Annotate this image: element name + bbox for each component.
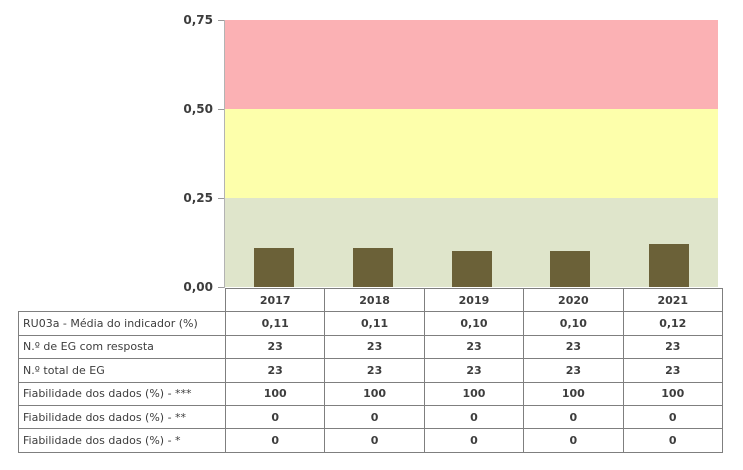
table-cell: 23 [423,358,525,383]
table-row-label: Fiabilidade dos dados (%) - ** [18,404,226,430]
y-axis-tick-mark [218,20,224,21]
table-cell: 0,10 [523,311,624,336]
table-cell: 23 [324,334,425,360]
y-axis-tick-mark [218,198,224,199]
table-cell: 100 [423,381,525,406]
table-row: Fiabilidade dos dados (%) - ** 0 0 0 0 0 [18,404,723,430]
table-cell: 0 [423,404,525,430]
y-axis-tick-mark [218,287,224,288]
bar-2021 [648,244,689,287]
y-axis-tick-label: 0,50 [183,102,213,116]
table-row: Fiabilidade dos dados (%) - * 0 0 0 0 0 [18,428,723,453]
table-header-year: 2018 [324,287,425,313]
table-cell: 0 [224,428,326,453]
bar-2017 [254,247,295,287]
table-cell: 0 [523,428,624,453]
y-axis-tick-label: 0,25 [183,191,213,205]
table-cell: 23 [523,334,624,360]
table-cell: 100 [324,381,425,406]
y-axis-tick-mark [218,109,224,110]
table-cell: 23 [523,358,624,383]
table-cell: 0,11 [324,311,425,336]
table-cell: 23 [224,334,326,360]
table-row: N.º de EG com resposta 23 23 23 23 23 [18,334,723,360]
table-row: RU03a - Média do indicador (%) 0,11 0,11 0,… [18,311,723,336]
table-header-year: 2020 [523,287,624,313]
y-axis-line [224,20,225,288]
table-cell: 23 [423,334,525,360]
table-row-label: N.º de EG com resposta [18,334,226,360]
table-cell: 23 [622,334,723,360]
data-table: 2017 2018 2019 2020 2021 RU03a - Média do ind… [18,287,723,453]
table-cell: 100 [622,381,723,406]
table-row-label: RU03a - Média do indicador (%) [18,311,226,336]
band-red [225,20,718,109]
table-row-label: Fiabilidade dos dados (%) - *** [18,381,226,406]
table-cell: 0 [622,404,723,430]
table-header-year: 2017 [224,287,326,313]
table-cell: 0 [423,428,525,453]
bar-2019 [451,251,492,287]
table-cell: 0 [224,404,326,430]
table-cell: 23 [324,358,425,383]
table-cell: 100 [523,381,624,406]
table-header-year: 2019 [423,287,525,313]
table-header-year: 2021 [622,287,723,313]
bar-2018 [352,247,393,287]
table-row: Fiabilidade dos dados (%) - *** 100 100 100… [18,381,723,406]
table-cell: 23 [622,358,723,383]
table-row-label: Fiabilidade dos dados (%) - * [18,428,226,453]
plot-area [225,20,718,287]
table-cell: 100 [224,381,326,406]
band-yellow [225,109,718,198]
table-header-spacer [19,289,226,312]
y-axis-tick-label: 0,75 [183,13,213,27]
y-axis-tick-label: 0,00 [183,280,213,294]
bar-2020 [550,251,591,287]
table-header-row: 2017 2018 2019 2020 2021 [19,287,723,313]
table-cell: 0,11 [224,311,326,336]
table-cell: 0 [324,428,425,453]
table-cell: 0 [622,428,723,453]
table-row: N.º total de EG 23 23 23 23 23 [18,358,723,383]
table-cell: 0,10 [423,311,525,336]
table-row-label: N.º total de EG [18,358,226,383]
table-cell: 0 [523,404,624,430]
table-cell: 0 [324,404,425,430]
table-cell: 23 [224,358,326,383]
table-cell: 0,12 [622,311,723,336]
